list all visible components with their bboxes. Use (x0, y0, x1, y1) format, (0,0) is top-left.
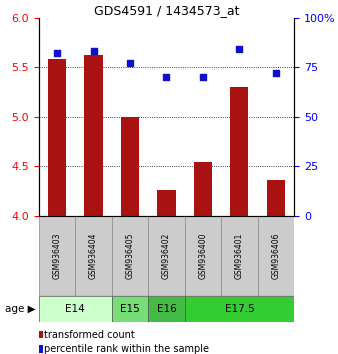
Point (237, 47, 242, 52)
Point (273, 70, 279, 76)
Bar (84, 55, 103, 216)
Text: E14: E14 (66, 304, 85, 314)
Bar (148, 216, 185, 296)
Point (127, 61, 133, 66)
Text: transformed count: transformed count (44, 330, 135, 339)
Text: E16: E16 (156, 304, 176, 314)
Bar (48, 59, 66, 216)
Bar (148, 296, 185, 322)
Bar (230, 87, 248, 216)
Text: GSM936400: GSM936400 (198, 233, 208, 279)
Bar (75, 216, 112, 296)
Point (200, 74, 206, 80)
Bar (185, 216, 221, 296)
Point (54, 51, 60, 56)
Text: GSM936402: GSM936402 (162, 233, 171, 279)
Bar (258, 216, 294, 296)
Bar (112, 216, 148, 296)
Text: percentile rank within the sample: percentile rank within the sample (44, 344, 209, 354)
Bar (221, 216, 258, 296)
Bar (121, 117, 139, 216)
Text: E17.5: E17.5 (224, 304, 254, 314)
Text: GSM936403: GSM936403 (53, 233, 62, 279)
Point (164, 74, 169, 80)
Bar (158, 190, 175, 216)
Text: GSM936401: GSM936401 (235, 233, 244, 279)
Title: GDS4591 / 1434573_at: GDS4591 / 1434573_at (94, 4, 239, 17)
Bar (39, 296, 112, 322)
Bar (112, 296, 148, 322)
Point (91, 48, 96, 54)
Text: GSM936405: GSM936405 (125, 233, 135, 279)
Bar (267, 180, 285, 216)
Text: GSM936406: GSM936406 (271, 233, 280, 279)
Text: E15: E15 (120, 304, 140, 314)
Text: GSM936404: GSM936404 (89, 233, 98, 279)
Bar (39, 216, 75, 296)
Bar (194, 162, 212, 216)
Text: age ▶: age ▶ (5, 304, 35, 314)
Bar (185, 296, 294, 322)
